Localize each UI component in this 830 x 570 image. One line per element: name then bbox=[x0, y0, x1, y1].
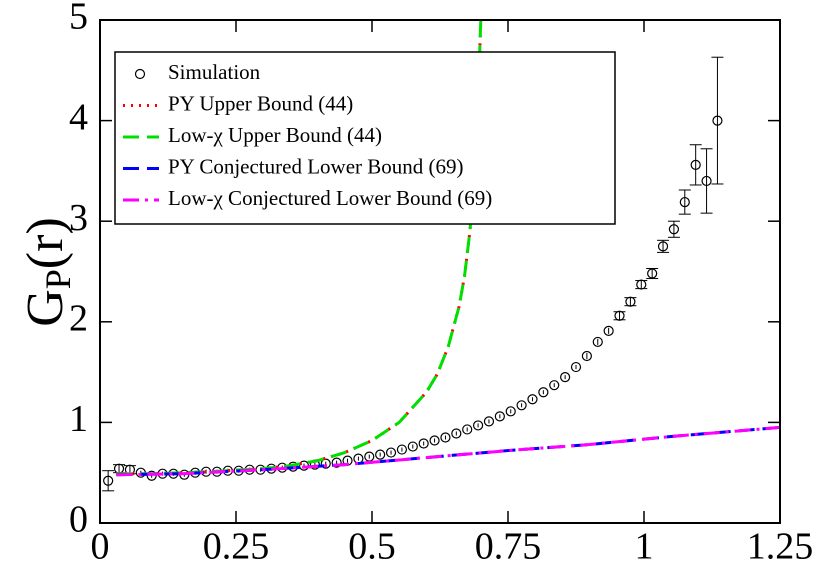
simulation-point bbox=[679, 196, 690, 208]
simulation-point bbox=[451, 428, 462, 439]
y-label-rest: (r) bbox=[17, 217, 74, 269]
simulation-point bbox=[614, 310, 625, 321]
y-tick-label: 2 bbox=[69, 298, 88, 340]
simulation-point bbox=[560, 372, 571, 383]
legend-label: Low-χ Upper Bound (44) bbox=[168, 123, 382, 147]
simulation-point bbox=[570, 361, 582, 373]
simulation-point bbox=[647, 268, 658, 279]
legend-marker bbox=[134, 68, 146, 80]
simulation-point bbox=[396, 444, 408, 455]
y-tick-label: 3 bbox=[69, 197, 88, 239]
simulation-point bbox=[375, 449, 386, 460]
legend-label: Simulation bbox=[168, 60, 261, 84]
y-axis-label: GP(r) bbox=[17, 217, 78, 327]
simulation-point bbox=[701, 175, 712, 187]
simulation-point bbox=[538, 387, 549, 398]
y-tick-label: 1 bbox=[69, 398, 88, 440]
legend-label: PY Upper Bound (44) bbox=[168, 91, 353, 115]
legend-label: PY Conjectured Lower Bound (69) bbox=[168, 154, 464, 178]
simulation-point bbox=[429, 435, 440, 446]
x-tick-label: 1.25 bbox=[747, 526, 814, 568]
simulation-point bbox=[549, 380, 560, 391]
simulation-point bbox=[527, 394, 538, 405]
y-label-base: G bbox=[17, 289, 74, 327]
bound-curve bbox=[116, 425, 780, 477]
simulation-point bbox=[592, 336, 603, 348]
y-tick-label: 0 bbox=[69, 499, 88, 541]
simulation-point bbox=[636, 279, 647, 290]
simulation-point bbox=[505, 406, 516, 417]
x-tick-label: 0.25 bbox=[203, 526, 270, 568]
simulation-point bbox=[668, 224, 680, 235]
x-tick-label: 0.5 bbox=[348, 526, 396, 568]
simulation-point bbox=[331, 457, 342, 468]
x-tick-label: 1 bbox=[635, 526, 654, 568]
simulation-point bbox=[581, 350, 592, 362]
legend-label: Low-χ Conjectured Lower Bound (69) bbox=[168, 186, 492, 210]
plot-frame bbox=[99, 19, 781, 524]
simulation-point bbox=[462, 424, 473, 435]
simulation-point bbox=[603, 325, 614, 336]
simulation-point bbox=[418, 438, 429, 449]
simulation-point bbox=[103, 475, 114, 486]
simulation-point bbox=[385, 447, 397, 458]
simulation-point bbox=[625, 296, 636, 307]
simulation-point bbox=[494, 411, 505, 422]
y-label-sub: P bbox=[38, 269, 78, 289]
y-tick-label: 5 bbox=[69, 0, 88, 38]
simulation-point bbox=[483, 416, 495, 427]
x-tick-label: 0.75 bbox=[475, 526, 542, 568]
x-tick-label: 0 bbox=[91, 526, 110, 568]
simulation-point bbox=[472, 420, 484, 431]
simulation-point bbox=[712, 115, 723, 126]
simulation-point bbox=[440, 432, 451, 443]
simulation-point bbox=[407, 441, 418, 452]
y-tick-label: 4 bbox=[69, 96, 88, 138]
simulation-point bbox=[516, 400, 527, 411]
simulation-point bbox=[320, 458, 331, 469]
legend-box bbox=[114, 51, 616, 225]
simulation-point bbox=[690, 159, 701, 170]
simulation-point bbox=[657, 241, 669, 252]
